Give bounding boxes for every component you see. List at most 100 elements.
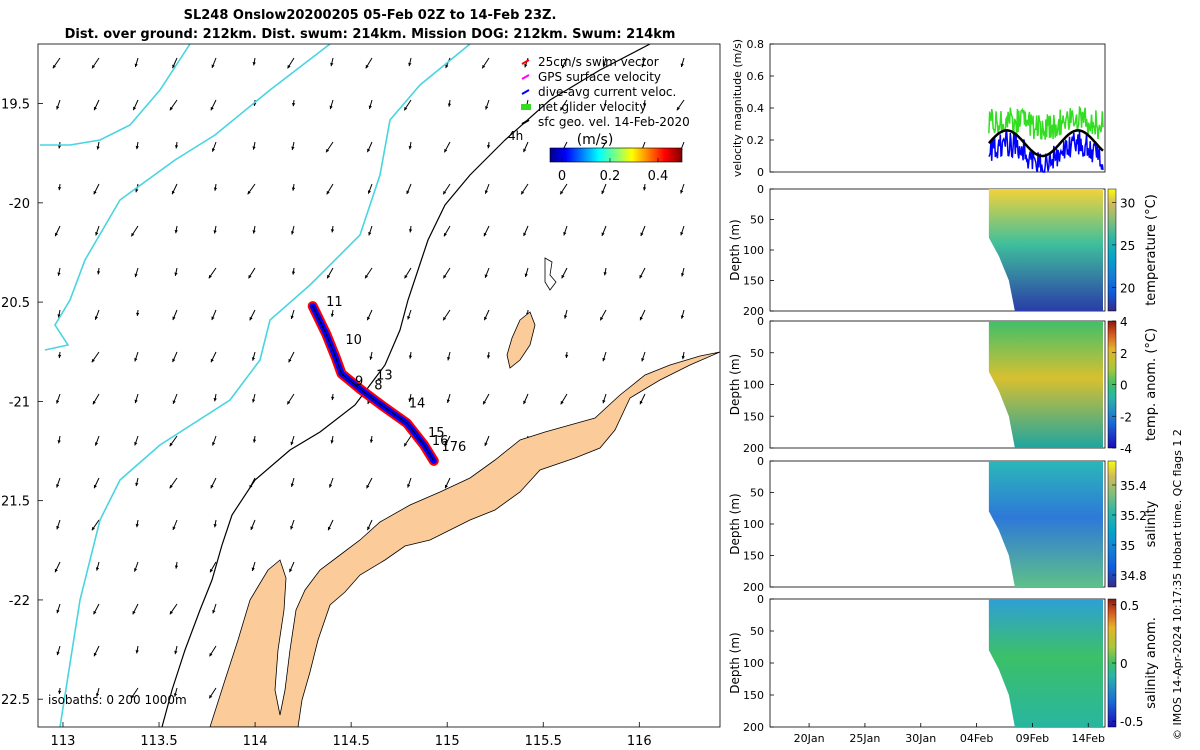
velocity-y-tick-label: 0.8 [747, 38, 765, 51]
current-vector-arrowhead [57, 186, 62, 191]
current-vector-arrowhead [443, 190, 447, 195]
current-vector-arrowhead [169, 106, 173, 111]
map-x-tick-label: 115.5 [525, 734, 562, 749]
depth-tick-label: 200 [743, 442, 764, 455]
current-vector-arrowhead [57, 145, 62, 149]
current-vector-arrowhead [641, 63, 645, 68]
current-vector-arrowhead [369, 439, 374, 443]
current-vector-arrowhead [169, 610, 174, 615]
current-vector-arrowhead [524, 273, 528, 277]
current-vector-arrowhead [601, 232, 605, 236]
current-vector-arrowhead [523, 232, 527, 237]
depth-tick-label: 100 [743, 657, 764, 670]
depth-tick-label: 200 [743, 305, 764, 318]
current-vector-arrowhead [172, 400, 176, 404]
current-vector-arrowhead [91, 526, 95, 531]
current-vector-arrowhead [521, 190, 525, 195]
depth-tick-label: 50 [750, 487, 764, 500]
current-vector-arrowhead [367, 190, 372, 194]
current-vector-arrowhead [600, 316, 604, 321]
isobath-1000m [40, 44, 471, 727]
current-vector-arrowhead [131, 232, 135, 237]
glider-track [307, 301, 439, 466]
current-vector-arrowhead [408, 145, 412, 150]
colorbar-tick-label: 4 [1120, 315, 1128, 329]
legend-label: 25cm/s swim vector [538, 55, 659, 69]
colorbar-tick-label: 25 [1120, 239, 1135, 253]
current-vector-arrowhead [95, 693, 100, 697]
colorbar-tick-label: 30 [1120, 197, 1135, 211]
time-tick-label: 25Jan [849, 732, 880, 745]
current-vector-arrowhead [210, 484, 214, 489]
current-vector-arrowhead [602, 63, 606, 67]
track-day-label: 14 [409, 396, 426, 411]
depth-tick-label: 150 [743, 410, 764, 423]
current-vector-arrowhead [367, 148, 371, 153]
current-vector-arrowhead [680, 190, 684, 194]
current-vector-arrowhead [287, 400, 291, 405]
track-day-label: 9 [355, 375, 363, 390]
current-vector-arrowhead [174, 229, 178, 234]
current-vector-arrowhead [135, 482, 139, 487]
velocity-y-tick-label: 0 [757, 166, 764, 179]
current-vector-arrowhead [57, 272, 61, 276]
current-vector-arrowhead [91, 358, 95, 363]
current-vector-arrowhead [174, 145, 179, 149]
current-vector-arrowhead [329, 484, 333, 488]
depth-axis-label: Depth (m) [728, 493, 742, 554]
speed-colorbar: (m/s) 0 0.2 0.4 [549, 132, 683, 184]
temperature-panel-colorbar-label: temperature (°C) [1144, 194, 1159, 306]
temp-anom-panel: 0 50 100 150 200 Depth (m) 4 2 0 -2 -4 temp. anom. … [728, 315, 1159, 456]
time-tick-label: 09Feb [1016, 732, 1049, 745]
current-vector-arrowhead [56, 484, 60, 488]
current-vector-arrowhead [444, 442, 448, 447]
colorbar-ticks: 0 0.2 0.4 [558, 158, 668, 184]
current-vector-arrowhead [326, 148, 330, 153]
current-vector-arrowhead [641, 357, 645, 362]
current-vector-arrowhead [365, 64, 369, 69]
current-vector-arrowhead [173, 693, 178, 697]
current-vector-arrowhead [289, 568, 293, 573]
current-vector-arrowhead [135, 650, 139, 654]
current-vector-arrowhead [524, 63, 528, 68]
current-vector-arrowhead [133, 106, 137, 111]
current-vector-arrowhead [174, 650, 178, 655]
current-vector-arrowhead [290, 441, 294, 446]
current-vector-arrowhead [639, 400, 643, 405]
current-vector-arrowhead [330, 313, 335, 317]
current-vector-arrowhead [136, 312, 140, 316]
map-x-tick-label: 114 [243, 734, 268, 749]
map-x-tick-label: 115 [435, 734, 460, 749]
current-vector-arrowhead [209, 568, 213, 573]
colorbar-tick-label: 0.4 [648, 169, 669, 184]
legend-swatch [521, 59, 530, 65]
current-vector-arrowhead [366, 484, 370, 489]
map-y-tick-label: -22 [9, 594, 30, 609]
current-vector-arrowhead [56, 400, 60, 404]
current-vector-arrowhead [406, 190, 410, 195]
current-vector-arrowhead [443, 232, 447, 237]
depth-tick-label: 200 [743, 721, 764, 734]
net-glider-velocity-line [988, 105, 1104, 140]
velocity-y-label: velocity magnitude (m/s) [731, 39, 744, 177]
imos-credit: © IMOS 14-Apr-2024 10:17:35 Hobart time.… [1171, 429, 1184, 740]
map-y-tick-labels: 19.5 -20 20.5 -21 21.5 -22 22.5 [1, 98, 43, 708]
map-frame [37, 43, 721, 728]
isobath-200m [161, 44, 651, 727]
current-vector-arrowhead [447, 356, 451, 361]
current-vector-arrowhead [680, 315, 685, 319]
colorbar-tick-label: 0 [558, 169, 566, 184]
current-vector-arrowhead [210, 358, 214, 363]
current-vector-arrowhead [92, 400, 96, 405]
depth-tick-label: 100 [743, 518, 764, 531]
current-vector-arrowhead [367, 526, 371, 531]
legend-label: GPS surface velocity [538, 70, 661, 84]
current-velocity-line [988, 130, 1104, 173]
current-vector-arrowhead [250, 526, 254, 530]
depth-axis-label: Depth (m) [728, 219, 742, 280]
map-y-tick-label: 21.5 [1, 495, 30, 510]
current-vector-arrowhead [327, 274, 331, 279]
time-tick-label: 04Feb [960, 732, 993, 745]
depth-tick-label: 0 [757, 183, 764, 196]
